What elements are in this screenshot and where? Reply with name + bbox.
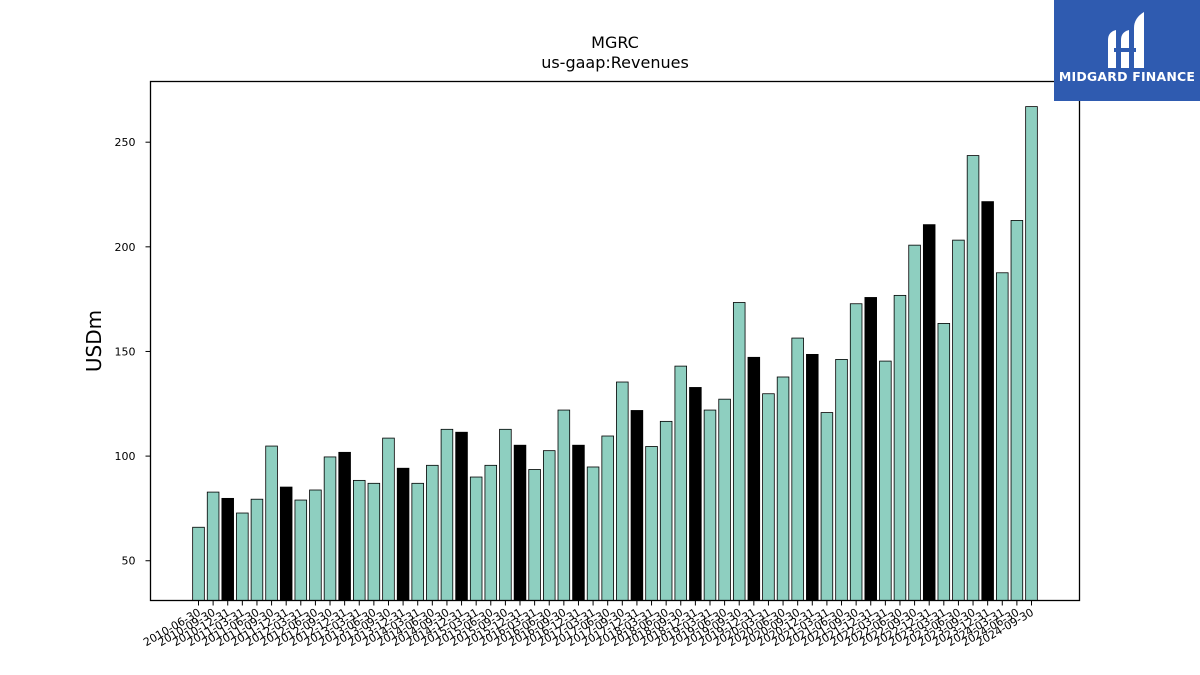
bar	[294, 499, 308, 601]
y-tick-label: 150	[115, 345, 136, 358]
bar	[893, 294, 907, 601]
chart-subtitle: us-gaap:Revenues	[541, 53, 689, 72]
bar	[484, 464, 498, 601]
bar	[1025, 106, 1038, 601]
bar	[616, 381, 629, 601]
bar	[864, 297, 877, 601]
midgard-finance-logo: MIDGARD FINANCE	[1054, 0, 1200, 101]
bar	[265, 445, 278, 601]
y-tick-label: 250	[115, 136, 136, 149]
bar	[396, 467, 410, 601]
y-axis-label: USDm	[82, 310, 106, 372]
y-tick-label: 50	[122, 555, 136, 568]
bar	[221, 497, 234, 601]
bar	[879, 360, 892, 601]
logo-text: MIDGARD FINANCE	[1058, 69, 1196, 84]
bar-series	[192, 106, 1038, 601]
bar	[353, 479, 366, 601]
bar	[937, 323, 951, 601]
bar	[469, 476, 483, 601]
bar	[849, 303, 863, 601]
bar	[806, 353, 819, 601]
bar	[440, 428, 454, 601]
y-tick-label: 200	[115, 241, 136, 254]
bar	[279, 486, 293, 601]
bar	[338, 451, 351, 601]
y-axis: 50 100 150 200 250	[115, 136, 151, 568]
bar	[455, 431, 468, 601]
bar	[601, 435, 614, 601]
bar	[835, 359, 848, 601]
bar	[762, 393, 775, 601]
bar	[206, 491, 220, 601]
bar	[645, 446, 658, 601]
bar	[996, 272, 1009, 601]
y-tick-label: 100	[115, 450, 136, 463]
bar	[732, 302, 746, 601]
bar	[382, 437, 395, 601]
x-axis: 2010-06-302010-09-302010-12-312011-03-31…	[141, 600, 1036, 649]
bar	[689, 387, 702, 601]
bar	[513, 444, 527, 601]
bar	[542, 450, 556, 601]
bar	[791, 337, 804, 601]
bar	[922, 224, 936, 601]
bar	[309, 489, 322, 601]
bar	[557, 409, 571, 601]
bar	[411, 482, 424, 601]
bar	[192, 526, 205, 601]
bar	[426, 464, 439, 601]
bar	[908, 244, 921, 601]
bar	[981, 201, 994, 601]
bar	[776, 376, 790, 601]
bar	[952, 239, 965, 601]
plot-frame	[149, 80, 1081, 602]
bar	[674, 365, 688, 601]
bar	[659, 420, 673, 601]
bar	[367, 482, 381, 601]
bar	[820, 412, 834, 601]
bar	[703, 409, 717, 601]
bar	[586, 466, 600, 601]
bar	[966, 155, 980, 601]
bar	[528, 469, 541, 601]
bar	[572, 444, 585, 601]
bar	[747, 356, 761, 601]
chart-title: MGRC	[591, 33, 639, 52]
bar	[250, 498, 264, 601]
bar	[236, 512, 249, 601]
midgard-logo-icon	[1108, 12, 1144, 68]
bar	[630, 410, 644, 601]
bar	[718, 398, 731, 601]
bar	[323, 456, 337, 601]
bar	[499, 428, 512, 601]
bar	[1010, 220, 1024, 601]
